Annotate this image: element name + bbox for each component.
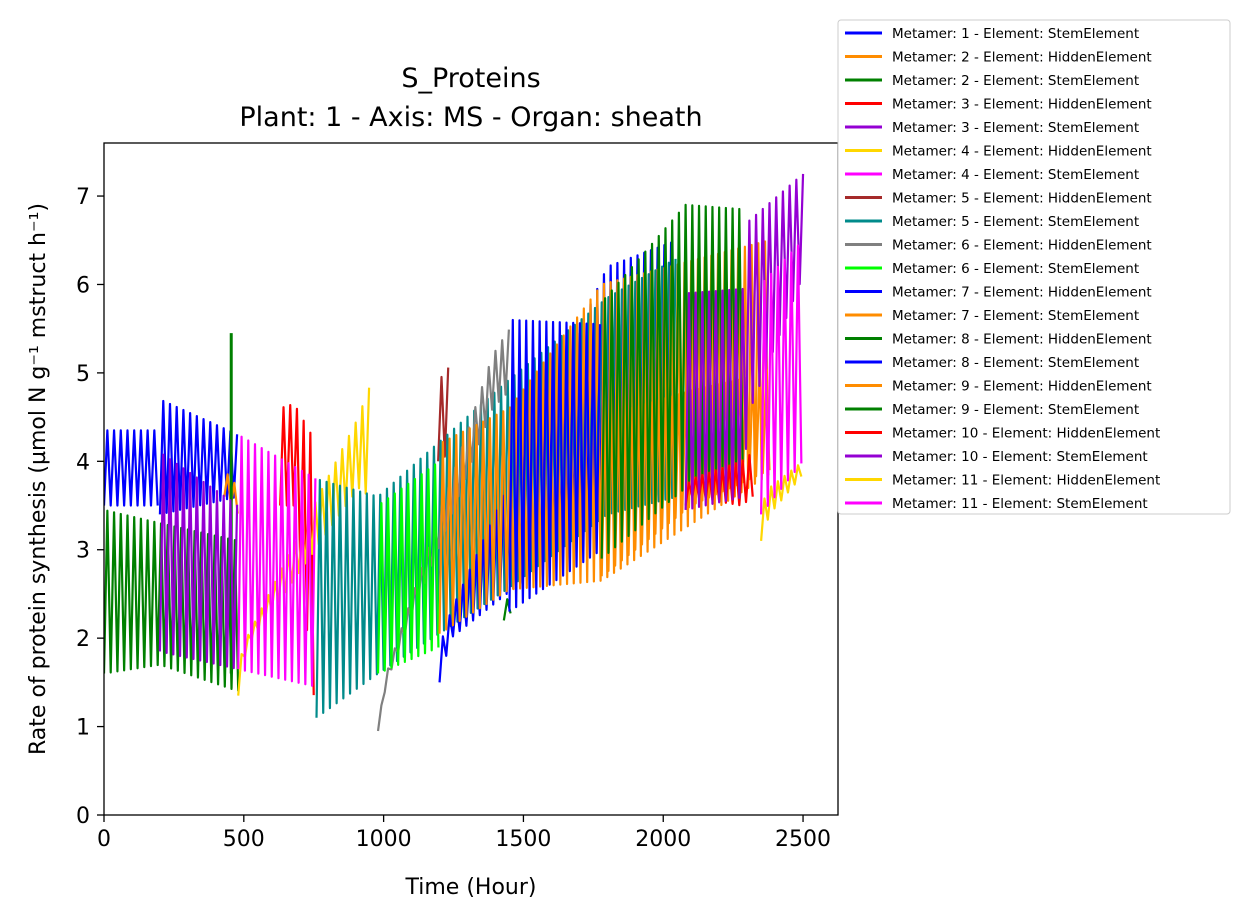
- legend-label: Metamer: 2 - Element: StemElement: [892, 73, 1139, 89]
- series-line-20: [760, 464, 803, 541]
- x-tick-label: 500: [223, 827, 265, 852]
- series-line-19: [684, 173, 805, 510]
- legend-item: Metamer: 7 - Element: HiddenElement: [845, 285, 1152, 301]
- legend-item: Metamer: 2 - Element: StemElement: [845, 73, 1139, 89]
- legend-label: Metamer: 7 - Element: StemElement: [892, 308, 1139, 324]
- legend-label: Metamer: 4 - Element: StemElement: [892, 167, 1139, 183]
- series-line-8: [437, 367, 450, 462]
- legend-item: Metamer: 4 - Element: StemElement: [845, 167, 1139, 183]
- y-tick-label: 0: [76, 804, 90, 829]
- x-tick-label: 0: [97, 827, 111, 852]
- plot-area: [104, 173, 805, 732]
- legend-item: Metamer: 2 - Element: HiddenElement: [845, 50, 1152, 66]
- series-line-17: [600, 203, 744, 559]
- legend-label: Metamer: 3 - Element: StemElement: [892, 120, 1139, 136]
- legend-label: Metamer: 10 - Element: StemElement: [892, 449, 1148, 465]
- legend-item: Metamer: 10 - Element: StemElement: [845, 449, 1148, 465]
- series-line-11: [376, 463, 440, 674]
- x-tick-label: 2000: [635, 827, 691, 852]
- legend-label: Metamer: 10 - Element: HiddenElement: [892, 426, 1160, 442]
- y-tick-label: 2: [76, 627, 90, 652]
- legend-label: Metamer: 4 - Element: HiddenElement: [892, 144, 1152, 160]
- series-line-5: [158, 453, 239, 670]
- legend-item: Metamer: 1 - Element: StemElement: [845, 26, 1139, 42]
- series-line-15: [508, 318, 602, 612]
- legend-label: Metamer: 8 - Element: HiddenElement: [892, 332, 1152, 348]
- legend-label: Metamer: 6 - Element: HiddenElement: [892, 238, 1152, 254]
- chart-subtitle: Plant: 1 - Axis: MS - Organ: sheath: [239, 102, 702, 133]
- y-axis-label: Rate of protein synthesis (µmol N g⁻¹ ms…: [26, 203, 51, 755]
- legend-label: Metamer: 11 - Element: StemElement: [892, 496, 1148, 512]
- legend-label: Metamer: 11 - Element: HiddenElement: [892, 473, 1160, 489]
- x-tick-label: 1000: [356, 827, 412, 852]
- legend-label: Metamer: 3 - Element: HiddenElement: [892, 97, 1152, 113]
- legend-item: Metamer: 7 - Element: StemElement: [845, 308, 1139, 324]
- legend-label: Metamer: 7 - Element: HiddenElement: [892, 285, 1152, 301]
- legend-label: Metamer: 6 - Element: StemElement: [892, 261, 1139, 277]
- legend-frame: [837, 19, 1231, 515]
- legend-label: Metamer: 5 - Element: StemElement: [892, 214, 1139, 230]
- legend-item: Metamer: 3 - Element: HiddenElement: [845, 97, 1152, 113]
- legend-label: Metamer: 9 - Element: StemElement: [892, 402, 1139, 418]
- x-axis: 0 500 1000 1500 2000 2500: [97, 815, 831, 852]
- legend-item: Metamer: 8 - Element: StemElement: [845, 355, 1139, 371]
- legend-item: Metamer: 6 - Element: HiddenElement: [845, 238, 1152, 254]
- legend-label: Metamer: 1 - Element: StemElement: [892, 26, 1139, 42]
- y-axis: 0 1 2 3 4 5 6 7: [76, 185, 104, 829]
- chart-title: S_Proteins: [401, 63, 540, 94]
- x-tick-label: 2500: [775, 827, 831, 852]
- y-tick-label: 1: [76, 716, 90, 741]
- legend-label: Metamer: 2 - Element: HiddenElement: [892, 50, 1152, 66]
- y-tick-label: 6: [76, 273, 90, 298]
- legend-item: Metamer: 5 - Element: StemElement: [845, 214, 1139, 230]
- y-tick-label: 4: [76, 450, 90, 475]
- legend-label: Metamer: 5 - Element: HiddenElement: [892, 191, 1152, 207]
- legend-item: Metamer: 5 - Element: HiddenElement: [845, 191, 1152, 207]
- legend-label: Metamer: 9 - Element: HiddenElement: [892, 379, 1152, 395]
- legend-label: Metamer: 8 - Element: StemElement: [892, 355, 1139, 371]
- x-axis-label: Time (Hour): [405, 875, 537, 900]
- series-line-7: [237, 435, 317, 687]
- legend-item: Metamer: 9 - Element: StemElement: [845, 402, 1139, 418]
- legend-item: Metamer: 3 - Element: StemElement: [845, 120, 1139, 136]
- legend-item: Metamer: 9 - Element: HiddenElement: [845, 379, 1152, 395]
- legend-item: Metamer: 10 - Element: HiddenElement: [845, 426, 1160, 442]
- legend-item: Metamer: 6 - Element: StemElement: [845, 261, 1139, 277]
- legend: Metamer: 1 - Element: StemElement Metamer…: [837, 19, 1231, 515]
- series-line-1: [104, 399, 239, 515]
- legend-item: Metamer: 4 - Element: HiddenElement: [845, 144, 1152, 160]
- x-tick-label: 1500: [495, 827, 551, 852]
- legend-item: Metamer: 11 - Element: StemElement: [845, 496, 1148, 512]
- legend-item: Metamer: 11 - Element: HiddenElement: [845, 473, 1160, 489]
- y-tick-label: 3: [76, 539, 90, 564]
- y-tick-label: 7: [76, 185, 90, 210]
- series-line-21: [760, 244, 803, 515]
- y-tick-label: 5: [76, 362, 90, 387]
- legend-item: Metamer: 8 - Element: HiddenElement: [845, 332, 1152, 348]
